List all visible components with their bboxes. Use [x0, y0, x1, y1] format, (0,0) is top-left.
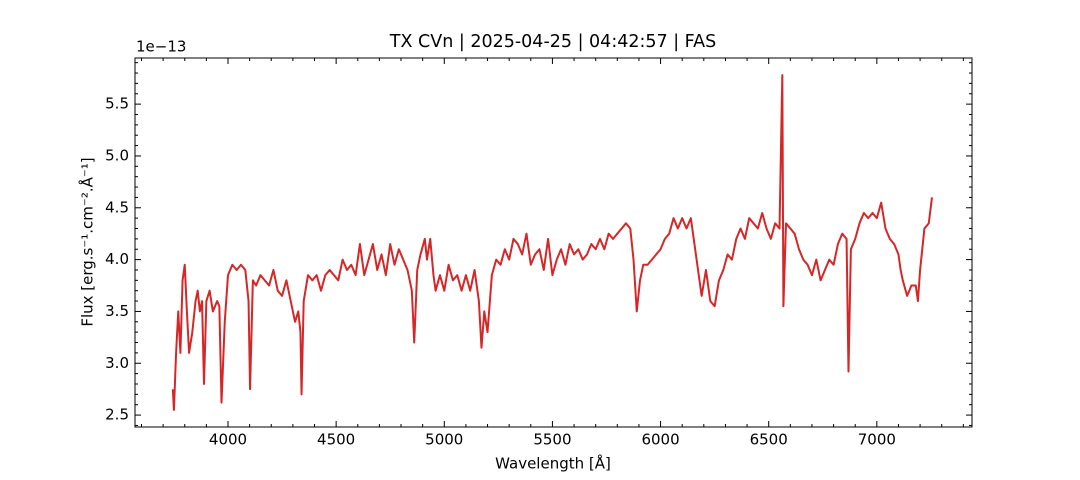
x-tick-label: 7000	[858, 431, 896, 449]
y-tick-label: 5.5	[105, 95, 129, 113]
x-tick-label: 5000	[425, 431, 463, 449]
x-tick-label: 6500	[750, 431, 788, 449]
x-tick-label: 4000	[209, 431, 247, 449]
y-axis-label: Flux [erg.s⁻¹.cm⁻².Å⁻¹]	[78, 157, 97, 326]
x-tick-label: 4500	[317, 431, 355, 449]
y-tick-label: 4.0	[105, 250, 129, 268]
y-tick-label: 3.0	[105, 354, 129, 372]
y-tick-label: 2.5	[105, 406, 129, 424]
plot-frame	[134, 57, 973, 428]
y-tick-label: 5.0	[105, 146, 129, 164]
x-tick-label: 5500	[533, 431, 571, 449]
x-tick-label: 6000	[641, 431, 679, 449]
y-tick-label: 3.5	[105, 302, 129, 320]
chart-title: TX CVn | 2025-04-25 | 04:42:57 | FAS	[389, 32, 716, 52]
spectrum-line	[171, 74, 933, 411]
y-tick-label: 4.5	[105, 198, 129, 216]
x-axis-label: Wavelength [Å]	[495, 454, 611, 473]
y-offset-label: 1e−13	[136, 38, 186, 56]
